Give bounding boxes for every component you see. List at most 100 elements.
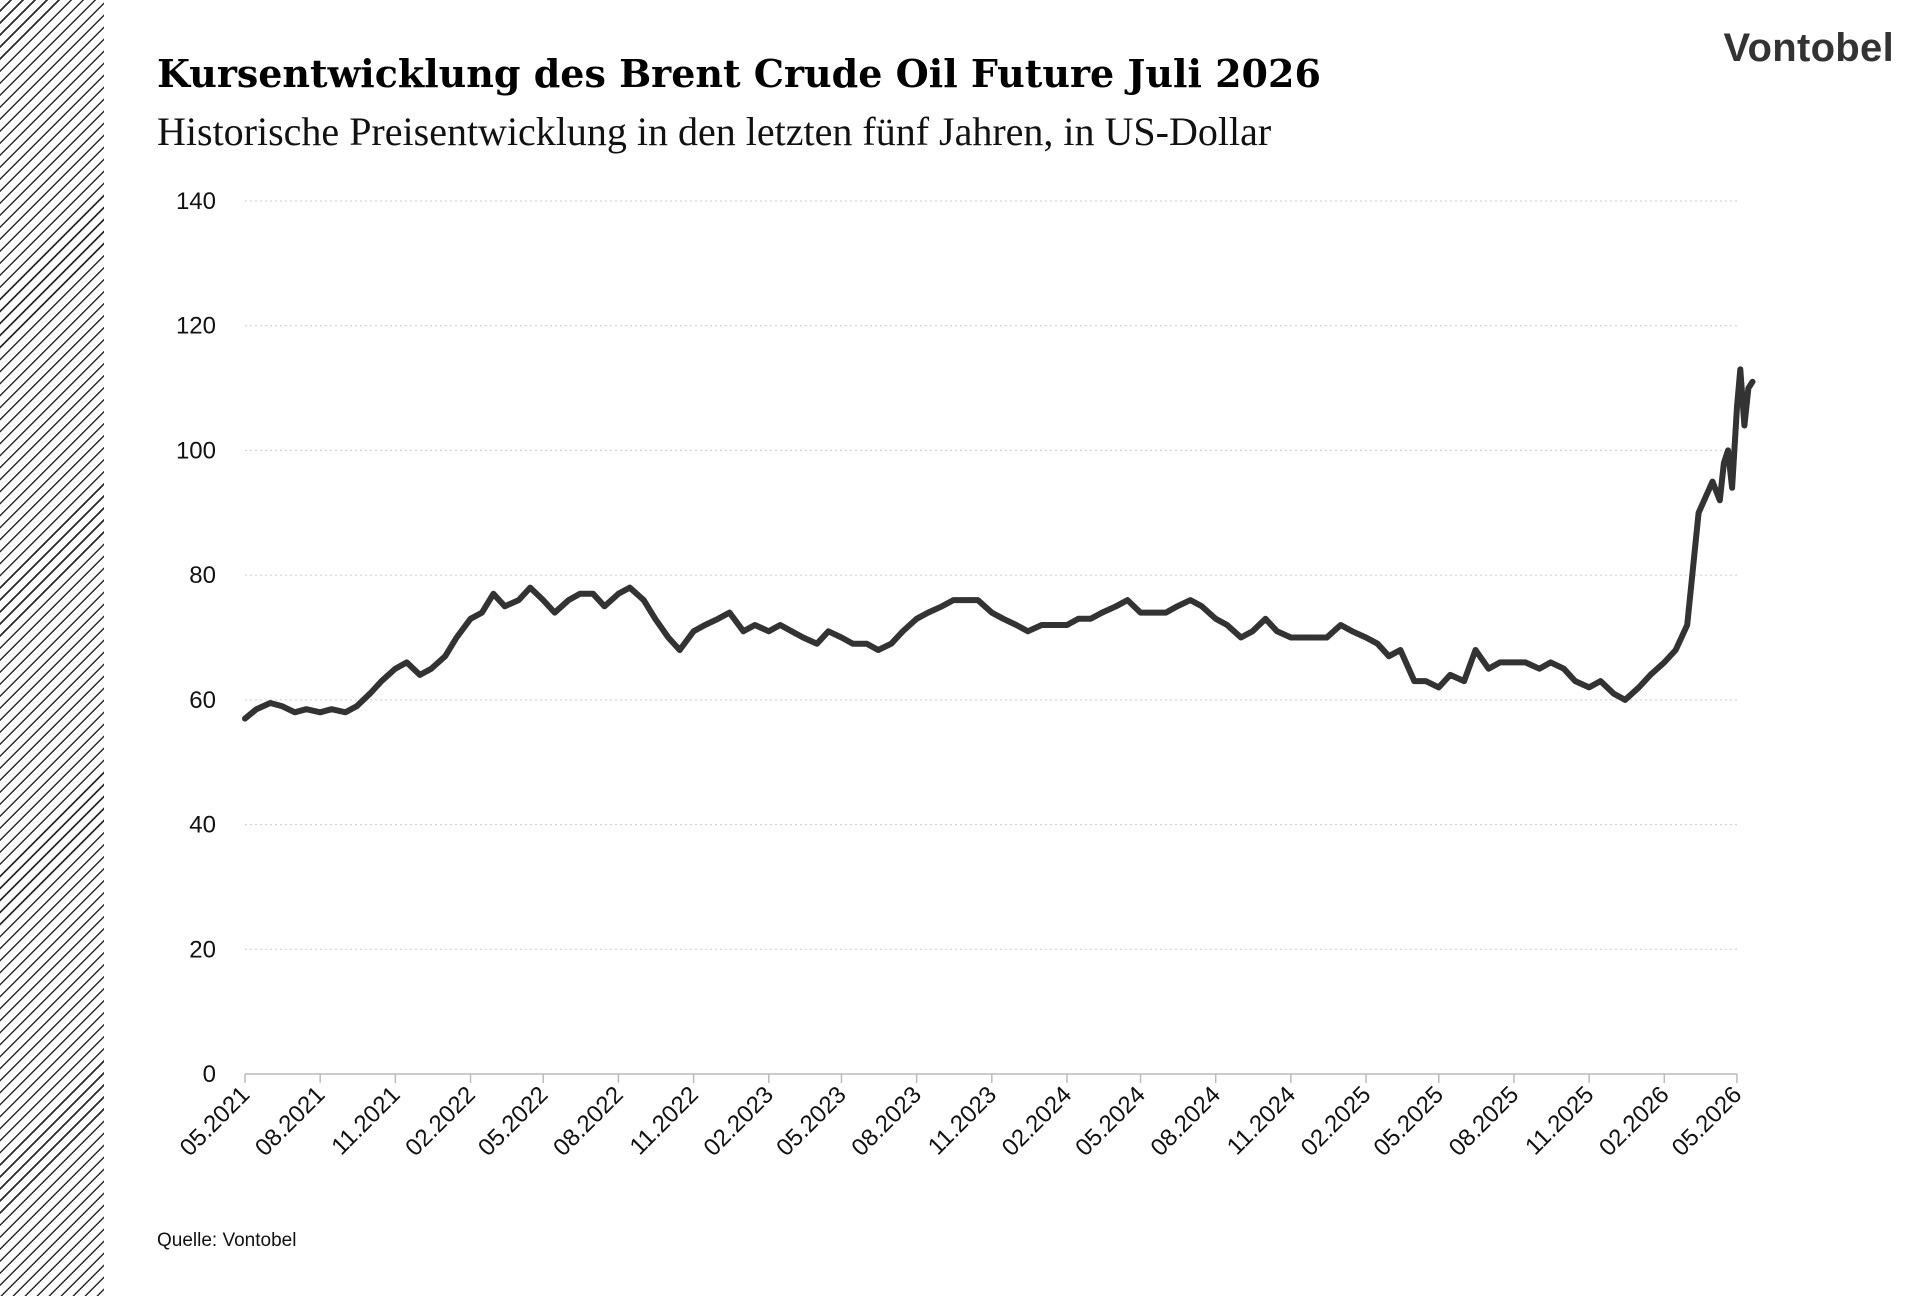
data-point (940, 604, 944, 608)
data-point (1026, 629, 1030, 633)
data-point (553, 611, 557, 615)
data-point (1014, 623, 1018, 627)
decorative-hatch-strip (0, 0, 104, 1296)
data-point (1573, 679, 1577, 683)
data-point (1730, 486, 1734, 490)
x-tick-label: 08.2025 (1444, 1081, 1524, 1161)
data-point (1275, 629, 1279, 633)
data-point (1076, 617, 1080, 621)
data-point (876, 648, 880, 652)
data-point (1001, 617, 1005, 621)
data-point (380, 679, 383, 683)
x-tick-label: 08.2024 (1145, 1081, 1225, 1161)
gridlines (245, 200, 1737, 950)
x-tick-label: 11.2024 (1222, 1081, 1301, 1160)
data-point (1735, 405, 1739, 409)
data-point (628, 586, 632, 590)
data-point (1398, 648, 1402, 652)
data-point (790, 629, 794, 633)
data-point (254, 707, 258, 711)
data-point (678, 648, 682, 652)
data-point (1462, 679, 1466, 683)
x-tick-label: 11.2022 (625, 1081, 704, 1160)
data-point (503, 604, 507, 608)
data-point (318, 710, 322, 714)
data-point (990, 611, 994, 615)
data-point (1089, 617, 1093, 621)
data-point (1726, 448, 1730, 452)
y-tick-label: 140 (176, 188, 216, 215)
data-point (915, 617, 919, 621)
data-point (1139, 611, 1142, 615)
y-tick-label: 100 (176, 437, 216, 464)
data-point (1051, 623, 1055, 627)
data-point (840, 636, 843, 639)
x-tick-label: 05.2023 (771, 1081, 851, 1161)
data-point (418, 673, 422, 677)
data-point (1662, 660, 1666, 664)
data-point (815, 642, 819, 646)
data-point (455, 636, 459, 639)
data-point (741, 629, 745, 633)
data-point (1040, 623, 1044, 627)
data-point (1100, 611, 1104, 615)
x-tick-label: 02.2024 (997, 1081, 1077, 1161)
data-point (1114, 604, 1118, 608)
data-point (1746, 386, 1750, 390)
data-point (1424, 679, 1428, 683)
data-point (1742, 424, 1746, 427)
brand-logo: Vontobel (1723, 26, 1894, 70)
x-tick-label: 02.2026 (1594, 1081, 1674, 1161)
x-tick-label: 11.2025 (1520, 1081, 1599, 1160)
series-layer (242, 366, 1756, 722)
x-tick-label: 05.2024 (1070, 1081, 1150, 1161)
data-point (1474, 648, 1477, 652)
x-tick-label: 11.2021 (326, 1081, 405, 1160)
data-point (280, 704, 284, 708)
data-point (1718, 498, 1722, 502)
data-point (429, 667, 433, 671)
data-point (716, 617, 720, 621)
y-tick-label: 20 (189, 936, 216, 963)
chart-title: Kursentwicklung des Brent Crude Oil Futu… (157, 51, 1321, 96)
data-point (692, 629, 696, 633)
x-tick-label: 05.2021 (175, 1081, 255, 1161)
data-point (642, 598, 646, 602)
x-axis: 05.202108.202111.202102.202205.202208.20… (175, 1073, 1747, 1162)
data-point (603, 604, 606, 608)
data-point (567, 598, 571, 602)
data-point (591, 592, 595, 596)
data-point (1251, 629, 1254, 633)
data-point (1751, 380, 1754, 384)
data-point (243, 717, 247, 721)
data-point (951, 598, 955, 602)
data-point (1300, 636, 1304, 639)
data-point (1164, 611, 1168, 615)
data-point (1188, 598, 1192, 602)
data-point (1264, 617, 1267, 621)
data-point (1685, 623, 1689, 627)
data-point (826, 629, 830, 633)
y-axis-tick-labels: 0 20 40 60 80 100 120 140 (176, 188, 216, 1088)
y-tick-label: 40 (189, 812, 216, 839)
data-point (1523, 660, 1527, 664)
y-tick-label: 0 (203, 1061, 216, 1088)
data-point (851, 642, 855, 646)
data-point (1599, 679, 1602, 683)
data-point (728, 611, 731, 615)
data-point (703, 623, 707, 627)
data-point (1722, 461, 1726, 465)
data-point (965, 598, 968, 602)
data-point (767, 629, 771, 633)
data-point (889, 642, 893, 646)
data-point (1065, 623, 1069, 627)
x-tick-label: 05.2022 (473, 1081, 553, 1161)
data-point (1376, 642, 1379, 646)
data-point (1364, 636, 1368, 639)
data-point (1175, 604, 1179, 608)
chart-subtitle: Historische Preisentwicklung in den letz… (157, 109, 1272, 154)
data-point (1437, 685, 1441, 689)
x-tick-label: 11.2023 (923, 1081, 1002, 1160)
data-point (578, 592, 582, 596)
data-point (1126, 598, 1129, 602)
